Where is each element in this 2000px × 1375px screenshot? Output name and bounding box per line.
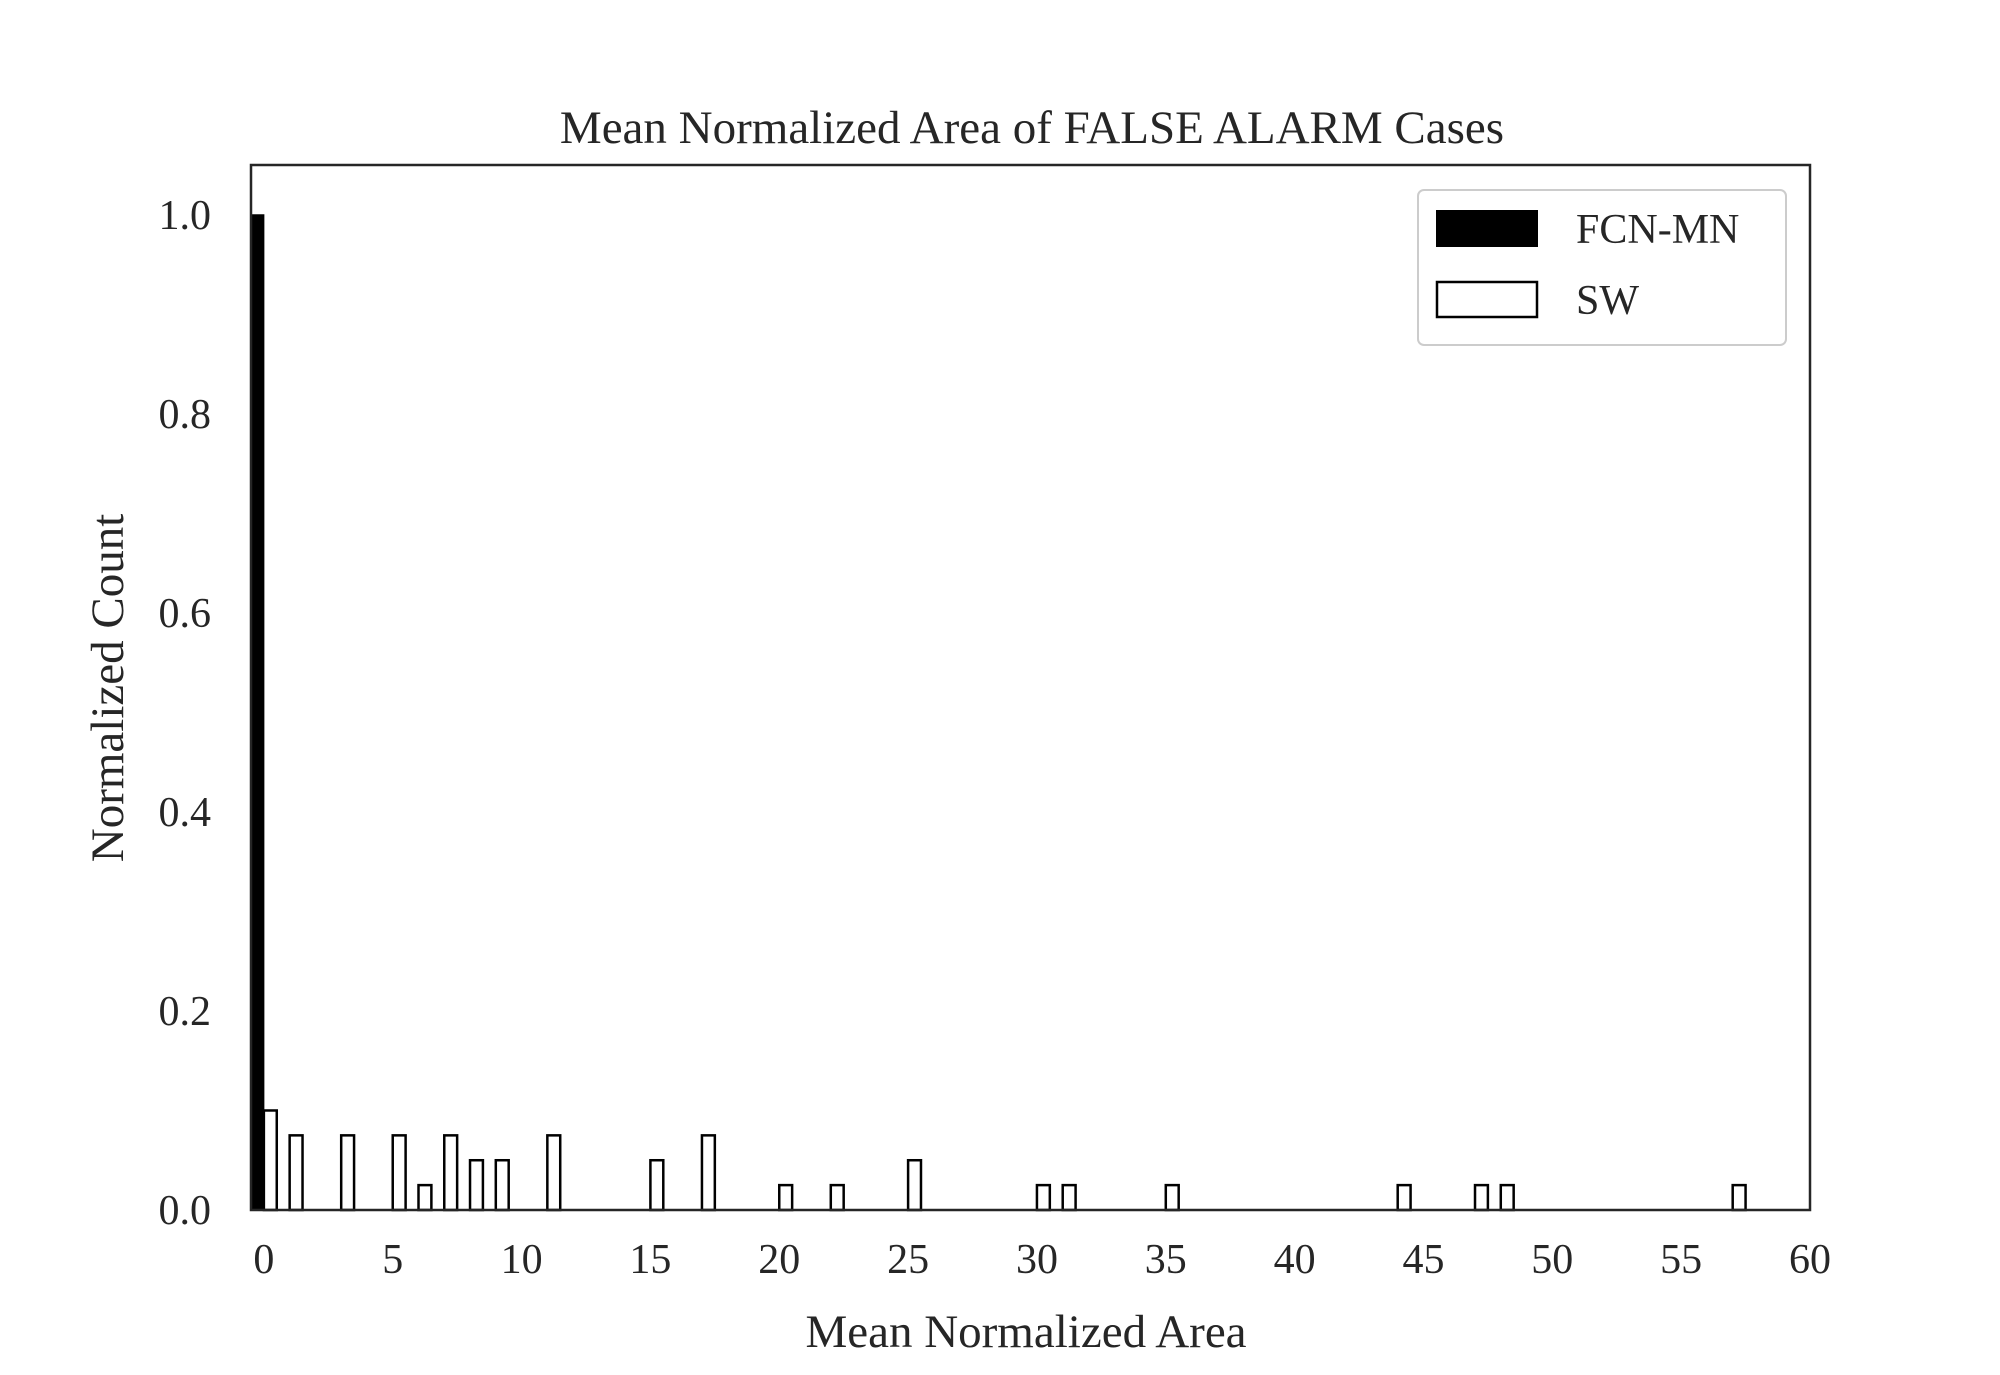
bar-sw-4 <box>417 1183 433 1212</box>
bar-sw-12 <box>829 1183 845 1212</box>
y-axis-label: Normalized Count <box>82 514 134 863</box>
bar-sw-6 <box>468 1158 485 1212</box>
bar-sw-5 <box>443 1134 459 1212</box>
bar-sw-2 <box>339 1134 356 1212</box>
y-tick-label: 0.2 <box>159 989 212 1035</box>
x-tick-label: 5 <box>382 1237 403 1283</box>
legend-swatch-sw <box>1435 280 1539 319</box>
bar-sw-7 <box>494 1158 510 1212</box>
legend-label-fcn-mn: FCN-MN <box>1576 207 1739 253</box>
x-tick-label: 10 <box>501 1237 543 1283</box>
bar-sw-15 <box>1061 1183 1077 1212</box>
bars-layer <box>250 214 1747 1212</box>
x-ticks: 0 5 10 15 20 25 30 35 40 45 50 55 60 <box>253 1237 1831 1283</box>
x-tick-label: 35 <box>1145 1237 1187 1283</box>
x-tick-label: 40 <box>1274 1237 1316 1283</box>
x-tick-label: 15 <box>629 1237 671 1283</box>
bar-sw-11 <box>778 1183 794 1212</box>
bar-sw-10 <box>700 1134 717 1212</box>
bar-sw-17 <box>1396 1183 1412 1212</box>
legend: FCN-MN SW <box>1417 189 1787 346</box>
plot-frame <box>249 163 1812 1212</box>
bar-sw-3 <box>391 1134 407 1212</box>
bar-sw-8 <box>546 1134 562 1212</box>
bar-sw-13 <box>906 1158 923 1212</box>
bar-sw-20 <box>1731 1183 1747 1212</box>
chart-title: Mean Normalized Area of FALSE ALARM Case… <box>560 102 1504 154</box>
y-tick-label: 0.4 <box>159 790 212 836</box>
y-tick-label: 0.0 <box>159 1188 212 1234</box>
x-tick-label: 20 <box>758 1237 800 1283</box>
x-tick-label: 45 <box>1402 1237 1444 1283</box>
x-tick-label: 55 <box>1660 1237 1702 1283</box>
bar-sw-18 <box>1473 1183 1490 1212</box>
x-tick-label: 25 <box>887 1237 929 1283</box>
bar-fcn-mn-0 <box>250 214 265 1211</box>
y-tick-label: 0.6 <box>159 591 212 637</box>
bar-sw-14 <box>1035 1183 1052 1212</box>
y-tick-label: 0.8 <box>159 392 212 438</box>
bar-sw-0 <box>262 1109 279 1212</box>
y-tick-label: 1.0 <box>159 193 212 239</box>
x-tick-label: 60 <box>1789 1237 1831 1283</box>
x-tick-label: 50 <box>1531 1237 1573 1283</box>
bar-sw-19 <box>1499 1183 1515 1212</box>
x-tick-label: 30 <box>1016 1237 1058 1283</box>
legend-label-sw: SW <box>1576 278 1639 324</box>
bar-sw-16 <box>1164 1183 1180 1212</box>
legend-swatch-fcn-mn <box>1436 210 1538 247</box>
x-axis-label: Mean Normalized Area <box>805 1306 1246 1358</box>
bar-sw-1 <box>288 1134 304 1212</box>
bar-sw-9 <box>649 1158 665 1212</box>
y-ticks: 0.0 0.2 0.4 0.6 0.8 1.0 <box>159 193 212 1234</box>
x-tick-label: 0 <box>253 1237 274 1283</box>
